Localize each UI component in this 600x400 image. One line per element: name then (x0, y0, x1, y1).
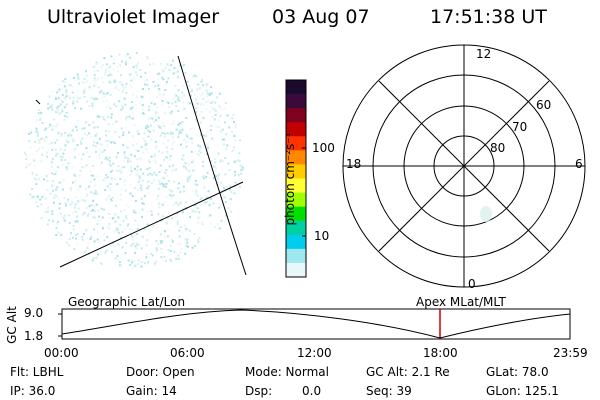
gain-status: Gain: 14 (126, 384, 177, 398)
mlt-label-12: 12 (476, 47, 492, 61)
colorbar-segment (286, 234, 306, 250)
colorbar (286, 80, 306, 278)
ip-status: IP: 36.0 (10, 384, 56, 398)
colorbar-segment (286, 94, 306, 109)
filter-status: Flt: LBHL (10, 365, 64, 379)
colorbar-segment (286, 108, 306, 123)
colorbar-segment (286, 220, 306, 236)
colorbar-unit-label: photon cm⁻²s⁻¹ (283, 132, 297, 226)
colorbar-segment (286, 122, 306, 137)
glon-status: GLon: 125.1 (486, 384, 559, 398)
colorbar-segment (286, 262, 306, 278)
colorbar-segment (286, 150, 306, 165)
colorbar-segment (286, 164, 306, 179)
timeline-frame (61, 308, 571, 340)
x-tick-1200: 12:00 (297, 346, 332, 360)
y-tick-label-high: 9.0 (24, 306, 44, 320)
mode-status: Mode: Normal (245, 365, 329, 379)
mlt-label-18: 18 (346, 157, 362, 171)
apex-label: Apex MLat/MLT (416, 295, 506, 309)
colorbar-tick-label-10: 10 (314, 229, 330, 243)
colorbar-segment (286, 178, 306, 194)
colorbar-segment (286, 136, 306, 151)
polar-diagonal-2 (378, 80, 550, 252)
mlt-label-0: 0 (468, 277, 476, 291)
colorbar-segment (286, 192, 306, 208)
mlat-label-80: 80 (490, 141, 506, 155)
seq-status: Seq: 39 (366, 384, 412, 398)
mlt-label-6: 6 (575, 157, 583, 171)
colorbar-frame (285, 79, 307, 278)
y-tick-label-low: 1.8 (24, 329, 44, 343)
colorbar-segment (286, 80, 306, 95)
time-label: 17:51:38 UT (430, 6, 547, 28)
x-tick-0600: 06:00 (170, 346, 205, 360)
x-tick-1800: 18:00 (423, 346, 458, 360)
polar-plot (342, 44, 586, 288)
edge-tick (35, 99, 41, 105)
door-status: Door: Open (126, 365, 195, 379)
polar-emission-patch (480, 206, 492, 222)
x-tick-0000: 00:00 (44, 346, 79, 360)
dsp-value: 0.0 (302, 384, 322, 398)
y-axis-label: GC Alt (5, 306, 19, 344)
colorbar-segment (286, 206, 306, 222)
mlat-label-60: 60 (536, 98, 552, 112)
colorbar-tick-label-100: 100 (312, 141, 335, 155)
glat-status: GLat: 78.0 (486, 365, 549, 379)
latitude-line (59, 181, 244, 268)
date-label: 03 Aug 07 (272, 6, 370, 28)
altitude-curve (61, 309, 571, 339)
geographic-label: Geographic Lat/Lon (68, 295, 186, 309)
gc-alt-status: GC Alt: 2.1 Re (366, 365, 450, 379)
app-title: Ultraviolet Imager (47, 6, 220, 28)
dsp-label: Dsp: (245, 384, 273, 398)
colorbar-segment (286, 248, 306, 264)
uv-emission-image (23, 52, 245, 269)
meridian-line (177, 55, 247, 276)
mlat-label-70: 70 (512, 120, 528, 134)
x-tick-2359: 23:59 (553, 346, 588, 360)
